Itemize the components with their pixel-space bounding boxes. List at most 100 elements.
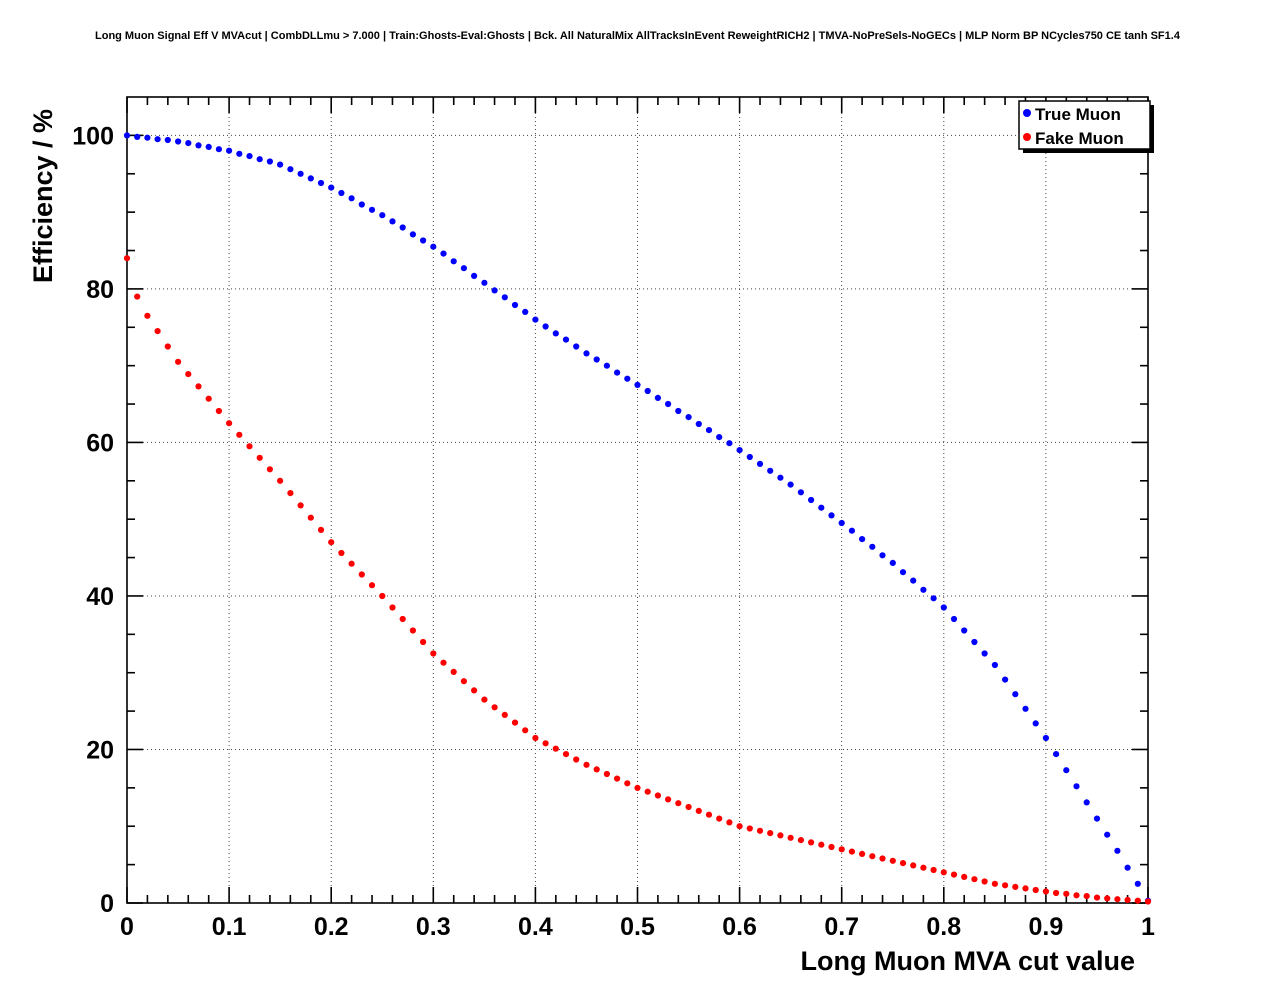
x-tick-label: 0.9 xyxy=(1029,913,1064,941)
data-point xyxy=(797,489,805,496)
data-point xyxy=(634,784,641,792)
data-point xyxy=(767,830,774,837)
data-point xyxy=(134,133,141,140)
data-point xyxy=(1124,864,1131,871)
data-point xyxy=(338,549,345,557)
data-point xyxy=(950,615,958,623)
data-point xyxy=(491,287,498,294)
x-tick-label: 0.1 xyxy=(212,913,247,941)
data-point xyxy=(991,880,999,887)
data-point xyxy=(828,843,835,851)
data-point xyxy=(317,526,325,534)
data-point xyxy=(266,158,273,165)
data-point xyxy=(583,761,590,768)
data-point xyxy=(726,440,733,447)
data-point xyxy=(1022,705,1029,712)
data-point xyxy=(542,323,549,330)
data-point xyxy=(910,862,917,869)
data-point xyxy=(501,294,508,301)
grid-lines xyxy=(126,97,1149,904)
data-point xyxy=(736,447,743,454)
data-point xyxy=(1073,783,1080,790)
data-point xyxy=(889,559,896,567)
series-true-muon xyxy=(123,132,1152,904)
data-point xyxy=(562,751,570,758)
data-point xyxy=(685,803,692,811)
data-point xyxy=(879,552,886,559)
data-point xyxy=(1063,890,1070,897)
data-point xyxy=(317,179,325,187)
data-point xyxy=(593,766,600,773)
data-point xyxy=(522,308,529,315)
data-point xyxy=(328,184,335,191)
data-point xyxy=(603,770,611,778)
data-point xyxy=(675,800,682,807)
data-point xyxy=(716,815,723,822)
y-tick-label: 40 xyxy=(86,583,114,611)
data-point xyxy=(1053,889,1060,897)
data-point xyxy=(685,414,692,421)
data-point xyxy=(838,846,845,853)
data-point xyxy=(562,336,570,343)
data-point xyxy=(215,407,222,415)
data-point xyxy=(358,571,365,578)
data-point xyxy=(818,504,825,511)
data-point xyxy=(440,659,447,666)
plot-frame: 0 0.1 0.2 0.3 0.4 0.5 0.6 0.7 0.8 0.9 1 0 20 40 60 80 10… xyxy=(72,96,1155,941)
data-point xyxy=(1073,892,1080,899)
series-fake-muon xyxy=(123,255,1152,905)
data-point xyxy=(338,189,345,197)
data-point xyxy=(277,161,284,168)
x-tick-label: 0.4 xyxy=(518,913,553,941)
data-point xyxy=(665,400,672,408)
data-point xyxy=(552,330,559,337)
data-point xyxy=(134,293,141,300)
legend-marker-fake-muon xyxy=(1023,133,1031,141)
data-point xyxy=(481,696,488,703)
data-point xyxy=(1063,767,1070,774)
x-tick-label: 0.6 xyxy=(722,913,757,941)
data-point xyxy=(961,873,968,881)
data-point xyxy=(695,807,702,815)
data-point xyxy=(379,592,386,600)
data-point xyxy=(654,394,662,401)
data-point xyxy=(716,434,723,441)
data-point xyxy=(399,224,406,231)
data-point xyxy=(460,265,467,272)
data-point xyxy=(123,255,131,262)
data-point xyxy=(348,195,355,202)
data-point xyxy=(654,792,662,799)
data-point xyxy=(1083,893,1090,900)
data-point xyxy=(501,711,508,719)
data-point xyxy=(430,650,437,657)
data-point xyxy=(460,678,467,685)
data-point xyxy=(573,343,580,350)
data-point xyxy=(256,156,263,163)
data-point xyxy=(950,871,958,878)
data-point xyxy=(205,395,212,402)
data-point xyxy=(389,218,396,225)
data-point xyxy=(266,466,273,473)
data-point xyxy=(1104,895,1111,902)
data-point xyxy=(726,819,733,826)
data-point xyxy=(1022,885,1029,892)
data-point xyxy=(899,860,907,867)
x-tick-label: 0.7 xyxy=(824,913,859,941)
data-point xyxy=(297,502,304,509)
data-point xyxy=(583,350,590,357)
data-point xyxy=(246,153,253,160)
data-point xyxy=(420,638,427,646)
data-point xyxy=(409,231,416,238)
data-point xyxy=(991,661,999,669)
data-point xyxy=(1114,896,1121,903)
data-point xyxy=(511,719,519,726)
data-point xyxy=(930,866,937,874)
data-point xyxy=(195,142,202,149)
data-point xyxy=(981,650,988,657)
data-point xyxy=(1012,883,1019,891)
y-tick-label: 60 xyxy=(86,429,114,457)
data-point xyxy=(695,420,702,428)
data-point xyxy=(859,536,866,543)
data-point xyxy=(246,443,253,450)
data-point xyxy=(899,569,907,576)
